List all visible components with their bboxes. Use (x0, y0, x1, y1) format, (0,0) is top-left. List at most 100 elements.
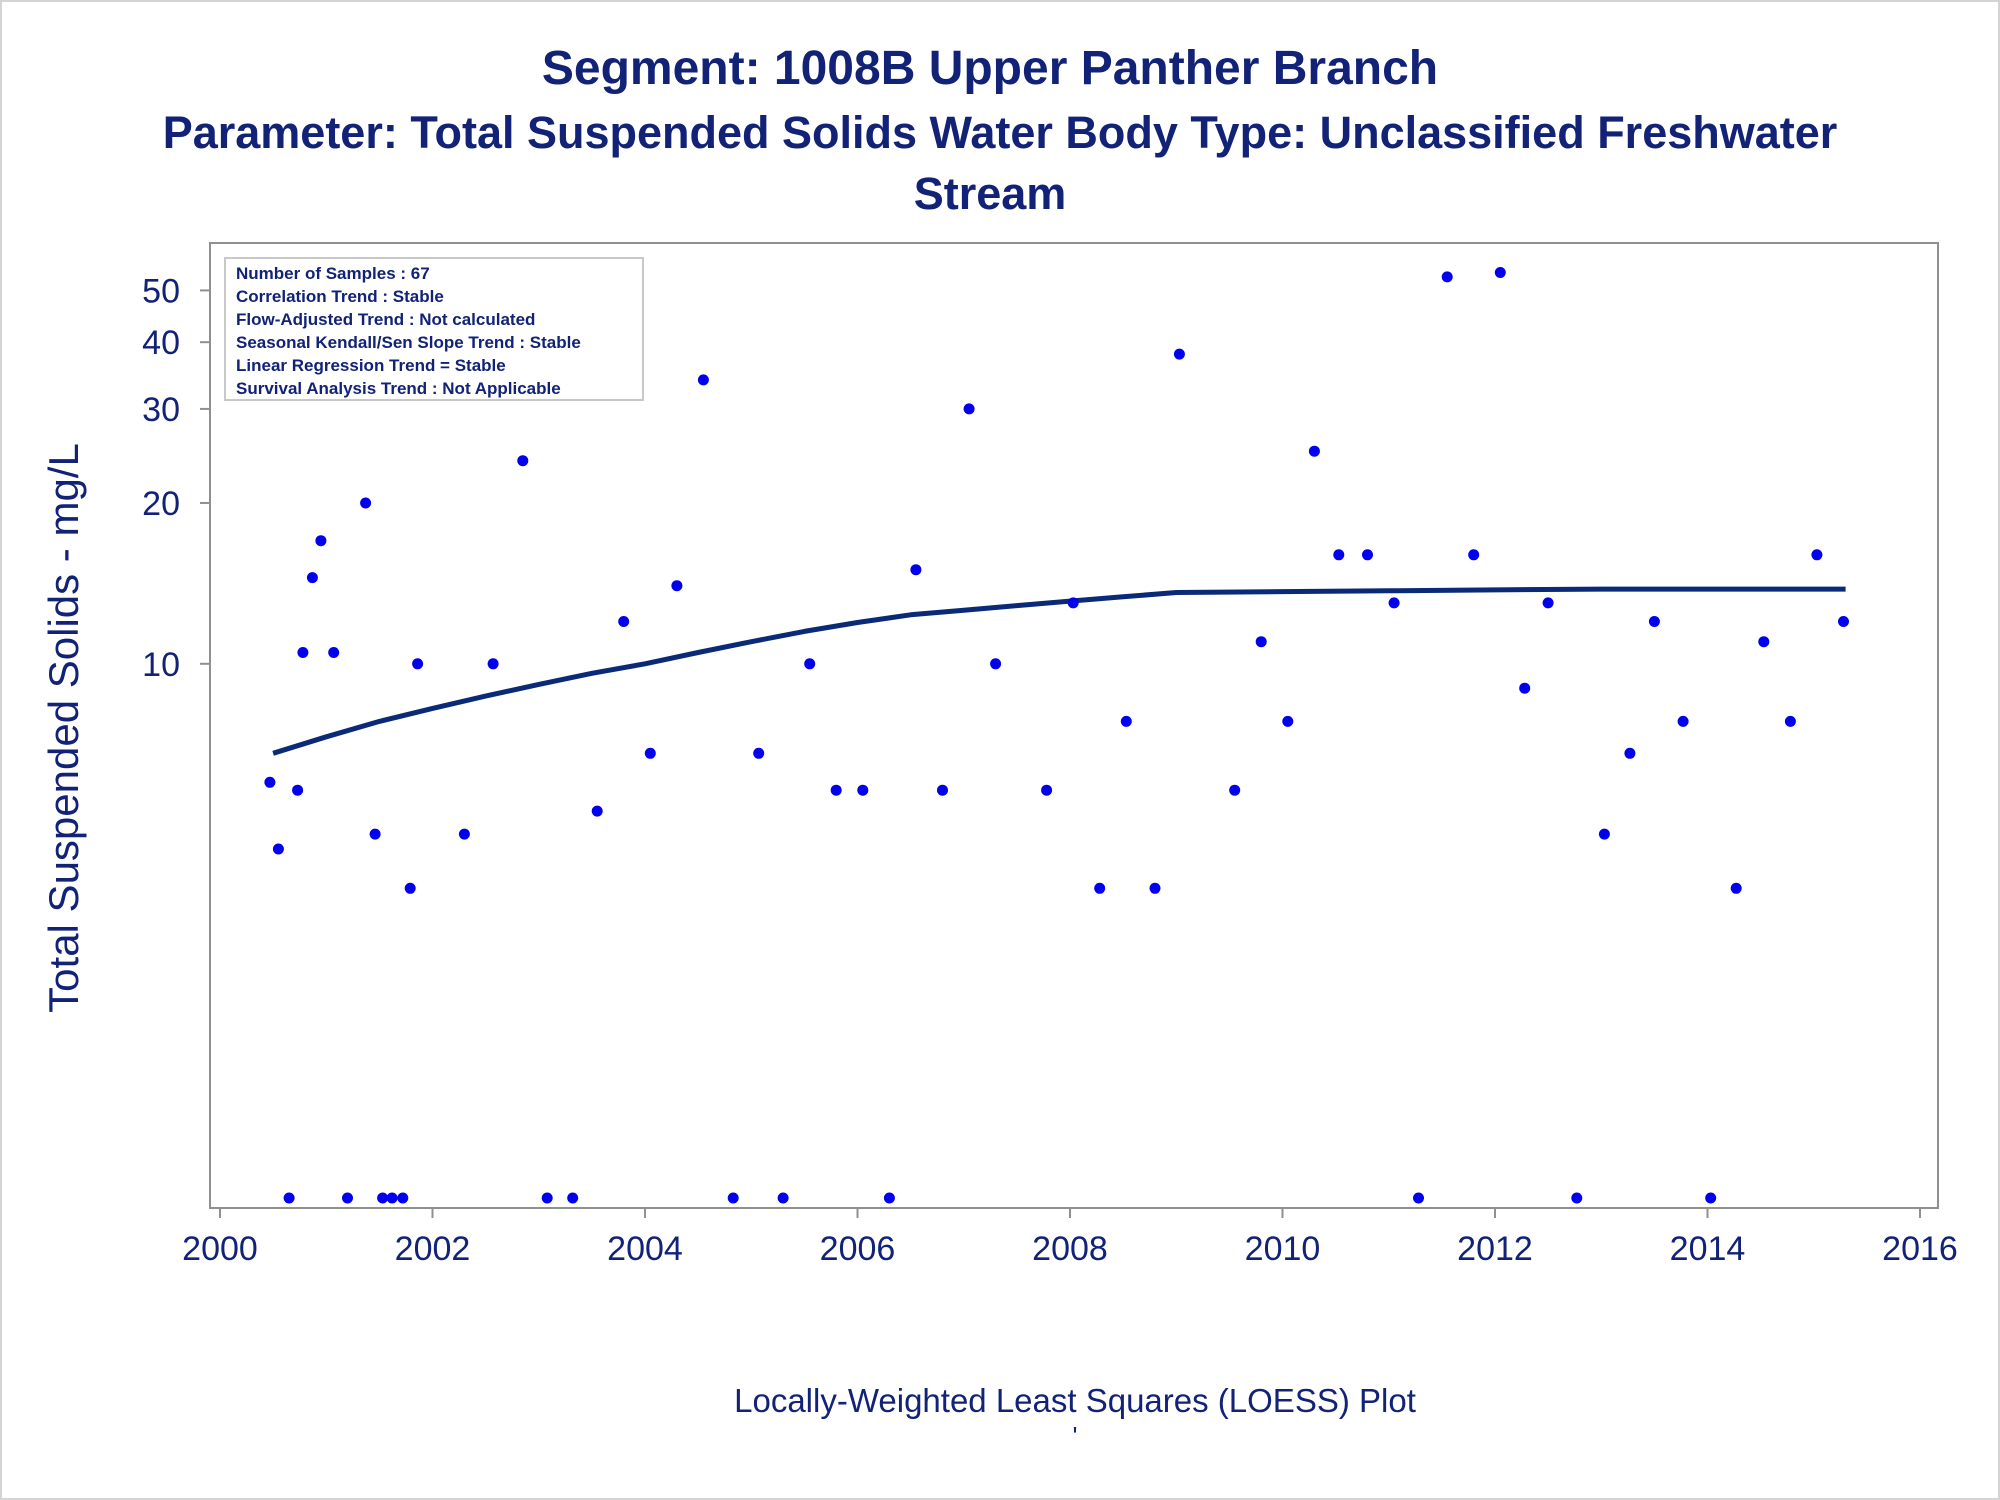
stats-line-flow-adjusted: Flow-Adjusted Trend : Not calculated (236, 310, 535, 329)
data-point (1519, 682, 1531, 694)
y-tick-label: 30 (142, 391, 180, 429)
data-point (777, 1192, 789, 1204)
data-point (1149, 882, 1161, 894)
stats-line-linear-regression: Linear Regression Trend = Stable (236, 356, 506, 375)
data-point (1624, 747, 1636, 759)
data-point (283, 1192, 295, 1204)
data-point (857, 784, 869, 796)
x-tick-label: 2014 (1670, 1230, 1746, 1268)
data-point (386, 1192, 398, 1204)
data-point (458, 828, 470, 840)
data-point (328, 647, 340, 658)
data-point (883, 1192, 895, 1204)
x-tick-label: 2008 (1032, 1230, 1108, 1268)
data-point (306, 572, 318, 584)
loess-layer (272, 586, 1846, 756)
data-point (297, 647, 309, 658)
data-point (804, 658, 816, 670)
x-tick-label: 2010 (1245, 1230, 1321, 1268)
data-point (1838, 616, 1849, 627)
y-axis-label: Total Suspended Solids - mg/L (40, 443, 87, 1013)
data-point (1542, 597, 1554, 609)
data-point (1441, 271, 1453, 283)
chart-subtitle-line2: Stream (914, 168, 1067, 219)
data-point (567, 1192, 579, 1204)
data-point (1229, 784, 1241, 796)
data-point (1388, 597, 1400, 609)
data-point (990, 658, 1002, 670)
data-point (541, 1192, 553, 1204)
stats-line-correlation: Correlation Trend : Stable (236, 287, 444, 306)
data-point (1758, 636, 1770, 648)
x-tick-label: 2006 (820, 1230, 896, 1268)
data-point (830, 784, 842, 796)
data-point (1094, 882, 1106, 894)
data-point (377, 1192, 389, 1204)
data-point (671, 580, 683, 592)
stats-box-border (224, 257, 644, 401)
data-point (1173, 348, 1185, 360)
y-tick-label: 50 (142, 272, 180, 310)
data-point (1784, 715, 1796, 727)
data-point (1362, 549, 1373, 561)
x-axis-label: Locally-Weighted Least Squares (LOESS) P… (734, 1382, 1416, 1419)
data-point (404, 882, 416, 894)
data-point (1811, 549, 1823, 561)
x-tick-label: 2004 (607, 1230, 683, 1268)
data-point (697, 374, 709, 386)
y-tick-label: 20 (142, 485, 180, 523)
loess-line (272, 586, 1846, 756)
x-tick-label: 2000 (182, 1230, 258, 1268)
data-point (1255, 636, 1267, 648)
data-point (412, 658, 424, 670)
data-point (618, 616, 630, 627)
x-tick-label: 2002 (395, 1230, 471, 1268)
data-point (1468, 549, 1480, 561)
data-point (937, 784, 948, 796)
data-point (1598, 828, 1610, 840)
data-point (1730, 882, 1742, 894)
data-point (1282, 715, 1294, 727)
data-point (1648, 616, 1660, 627)
data-point (910, 564, 922, 576)
y-tick-label: 40 (142, 324, 180, 362)
data-point (397, 1192, 409, 1204)
data-point (342, 1192, 353, 1204)
data-point (753, 747, 765, 759)
data-point (1041, 784, 1053, 796)
stats-line-samples: Number of Samples : 67 (236, 264, 430, 283)
y-tick-label: 10 (142, 646, 180, 684)
data-point (1413, 1192, 1424, 1204)
stats-box: Number of Samples : 67 Correlation Trend… (224, 257, 644, 401)
data-point (644, 747, 656, 759)
plot-area-border (209, 242, 1939, 1209)
data-point (1120, 715, 1132, 727)
x-axis-label-mark: ' (1073, 1421, 1078, 1451)
data-point (1067, 597, 1079, 609)
data-point (1571, 1192, 1583, 1204)
data-point (517, 455, 529, 467)
data-point (264, 776, 276, 788)
data-point (1333, 549, 1345, 561)
data-point (360, 497, 372, 509)
chart-title: Segment: 1008B Upper Panther Branch (542, 42, 1438, 95)
data-point (1705, 1192, 1717, 1204)
y-axis: 10 20 30 40 50 (142, 272, 210, 684)
data-point (591, 805, 603, 817)
points-layer (264, 267, 1849, 1204)
data-point (963, 403, 975, 415)
stats-line-seasonal-kendall: Seasonal Kendall/Sen Slope Trend : Stabl… (236, 333, 581, 352)
data-point (292, 784, 304, 796)
data-point (1308, 445, 1320, 457)
x-axis: 2000 2002 2004 2006 2008 2010 2012 2014 2016 (182, 1208, 1958, 1268)
x-tick-label: 2012 (1457, 1230, 1533, 1268)
data-point (369, 828, 381, 840)
data-point (272, 843, 284, 855)
data-point (727, 1192, 739, 1204)
x-tick-label: 2016 (1882, 1230, 1958, 1268)
data-point (1494, 267, 1506, 278)
data-point (487, 658, 499, 670)
chart-subtitle-line1: Parameter: Total Suspended Solids Water … (163, 107, 1838, 158)
